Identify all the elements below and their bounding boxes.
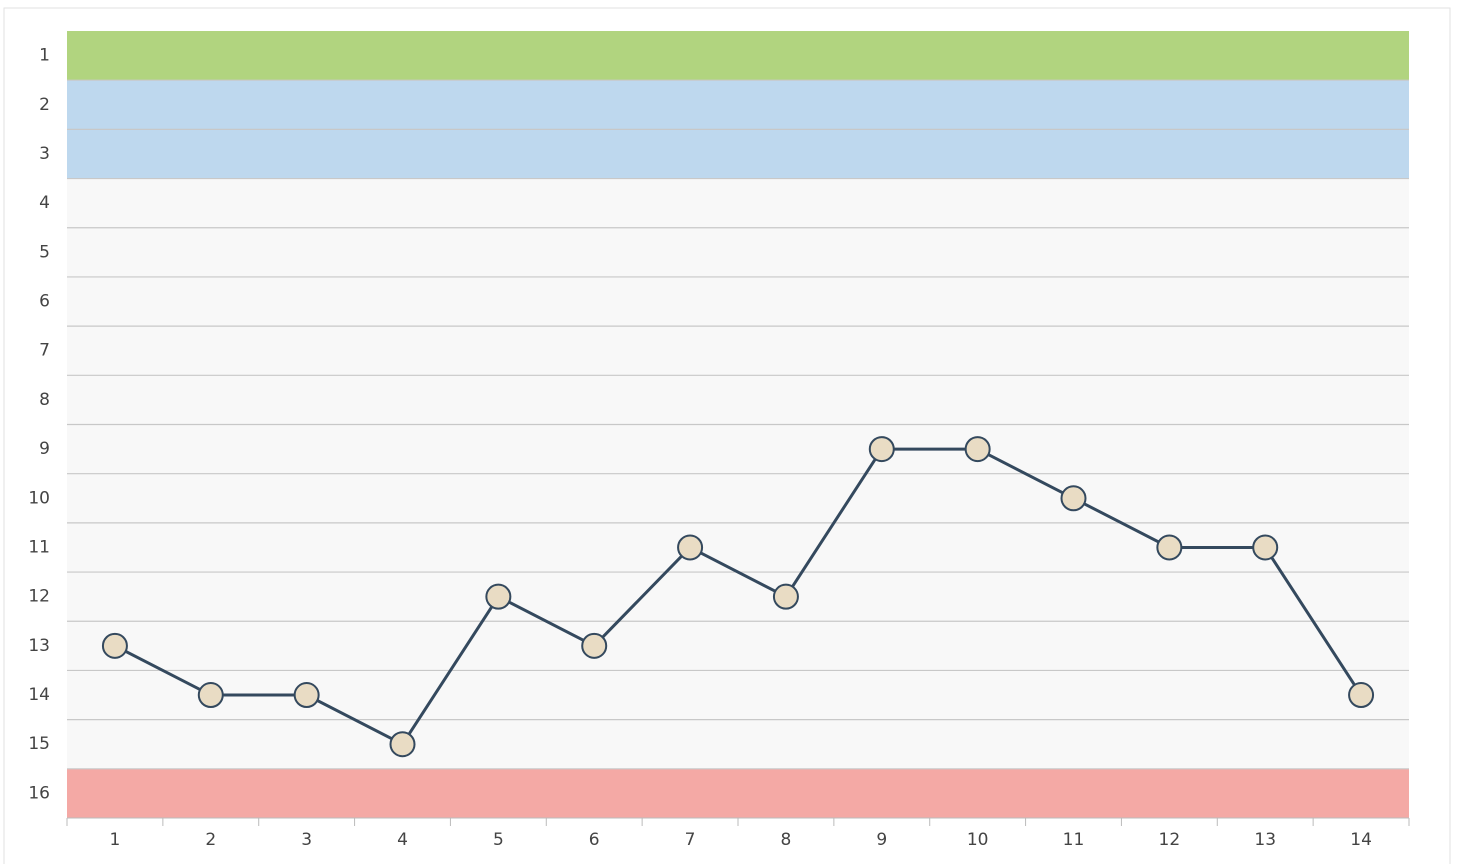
x-tick-label: 2 [205,830,216,850]
y-tick-label: 5 [39,242,50,262]
x-tick-label: 9 [876,830,887,850]
y-tick-label: 8 [39,390,50,410]
team-marker [1348,682,1375,709]
x-tick-label: 4 [397,830,408,850]
team-marker [1252,534,1279,561]
y-tick-label: 12 [28,587,50,607]
x-tick-label: 8 [781,830,792,850]
x-tick-label: 1 [110,830,121,850]
y-tick-label: 2 [39,95,50,115]
team-marker [964,436,991,463]
team-marker [1156,534,1183,561]
y-tick-label: 16 [28,783,50,803]
y-tick-label: 9 [39,439,50,459]
zone-band [67,768,1409,818]
x-tick-label: 10 [967,830,989,850]
x-tick-label: 14 [1350,830,1372,850]
series-line [114,447,1363,747]
x-tick-label: 3 [301,830,312,850]
x-tick-label: 12 [1159,830,1181,850]
x-tick-label: 5 [493,830,504,850]
team-marker [485,583,512,610]
team-marker [197,682,224,709]
team-marker [868,436,895,463]
team-marker [772,583,799,610]
y-tick-label: 11 [28,537,50,557]
y-tick-label: 10 [28,488,50,508]
x-tick-label: 6 [589,830,600,850]
y-tick-label: 4 [39,193,50,213]
y-tick-label: 6 [39,292,50,312]
x-tick-label: 13 [1254,830,1276,850]
team-marker [389,731,416,758]
team-marker [293,682,320,709]
y-tick-label: 13 [28,636,50,656]
y-tick-label: 15 [28,734,50,754]
team-marker [677,534,704,561]
team-marker [101,632,128,659]
y-tick-label: 3 [39,144,50,164]
x-tick-label: 11 [1063,830,1085,850]
y-tick-label: 7 [39,341,50,361]
team-marker [1060,485,1087,512]
y-tick-label: 14 [28,685,50,705]
zone-band [67,31,1409,81]
team-marker [581,632,608,659]
x-tick-label: 7 [685,830,696,850]
y-tick-label: 1 [39,46,50,66]
